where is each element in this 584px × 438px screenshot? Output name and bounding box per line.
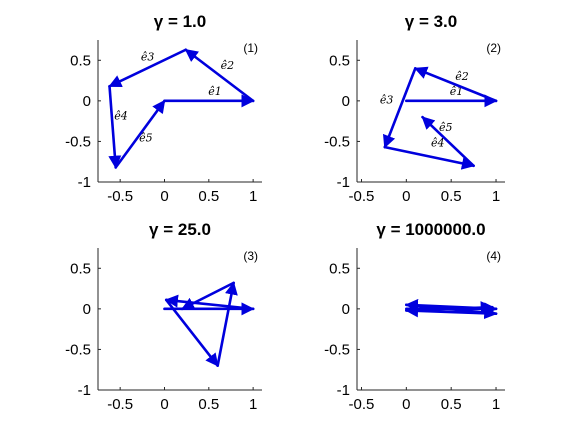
subplot-title: γ = 25.0 xyxy=(149,220,211,239)
y-tick-label: -1 xyxy=(337,174,350,191)
vector-label: ê5 xyxy=(139,131,153,144)
x-tick-label: -0.5 xyxy=(349,188,375,205)
vector-arrow-3 xyxy=(382,67,417,149)
vector-arrow-5 xyxy=(114,99,166,169)
x-tick-label: 0 xyxy=(160,396,168,413)
x-tick-label: -0.5 xyxy=(349,396,375,413)
x-tick-label: 1 xyxy=(249,188,257,205)
vector-label: ê1 xyxy=(450,85,464,98)
x-tick-label: 0 xyxy=(160,188,168,205)
y-tick-label: 0.5 xyxy=(329,260,350,277)
x-tick-label: 0.5 xyxy=(198,396,219,413)
vector-arrow-5 xyxy=(405,301,494,315)
vector-arrow-3 xyxy=(164,298,219,367)
x-tick-label: 1 xyxy=(492,188,500,205)
subplot-2: -0.5 0 0.5 1-1-0.500.5γ = 3.0(2)ê1ê2ê3ê… xyxy=(324,12,505,205)
panel-label: (1) xyxy=(243,41,258,55)
subplot-title: γ = 1000000.0 xyxy=(376,220,485,239)
y-tick-label: 0 xyxy=(83,93,91,110)
x-tick-label: 1 xyxy=(249,396,257,413)
subplot-4: -0.5 0 0.5 1-1-0.500.5γ = 1000000.0(4) xyxy=(324,220,505,413)
y-tick-label: -0.5 xyxy=(324,133,350,150)
subplot-3: -0.5 0 0.5 1 -1 -0.5 0 0.5 γ = 25.0 (3) xyxy=(65,220,262,413)
x-tick-label: 0 xyxy=(402,396,410,413)
y-tick-label: 0 xyxy=(83,301,91,318)
subplot-title: γ = 3.0 xyxy=(405,12,457,31)
vector-arrow-4 xyxy=(383,145,475,170)
vector-label: ê4 xyxy=(431,136,445,149)
x-tick-label: 0 xyxy=(402,188,410,205)
x-tick-label: -0.5 xyxy=(107,396,133,413)
x-tick-label: 1 xyxy=(492,396,500,413)
x-tick-label: 0.5 xyxy=(441,396,462,413)
subplot-title: γ = 1.0 xyxy=(154,12,206,31)
vector-arrow-4 xyxy=(108,84,122,169)
vector-arrow-2 xyxy=(184,48,255,103)
y-tick-label: -1 xyxy=(337,382,350,399)
y-tick-label: -1 xyxy=(78,174,91,191)
vector-label: ê3 xyxy=(141,50,155,63)
y-tick-label: 0.5 xyxy=(329,52,350,69)
vector-arrow-3 xyxy=(108,48,188,88)
vector-label: ê5 xyxy=(439,121,453,134)
y-tick-label: -0.5 xyxy=(65,341,91,358)
x-tick-label: 0.5 xyxy=(198,188,219,205)
panel-label: (3) xyxy=(243,249,258,263)
y-tick-label: 0.5 xyxy=(70,52,91,69)
y-tick-label: -1 xyxy=(78,382,91,399)
vector-label: ê1 xyxy=(208,85,222,98)
vector-label: ê2 xyxy=(455,70,469,83)
x-tick-label: 0.5 xyxy=(441,188,462,205)
vector-arrow-4 xyxy=(216,281,238,367)
y-tick-label: 0 xyxy=(342,93,350,110)
x-tick-label: -0.5 xyxy=(107,188,133,205)
vector-arrow-5 xyxy=(180,281,235,311)
y-tick-label: -0.5 xyxy=(324,341,350,358)
vector-label: ê2 xyxy=(221,59,235,72)
panel-label: (2) xyxy=(486,41,501,55)
vector-label: ê4 xyxy=(114,110,128,123)
subplot-1: -0.5 0 0.5 1 -1 -0.5 0 0.5 γ = 1.0 (1) ê1 ê2 ê3 ê… xyxy=(65,12,262,205)
vector-label: ê3 xyxy=(380,93,394,106)
y-tick-label: 0 xyxy=(342,301,350,318)
vector-arrow-2 xyxy=(164,294,255,311)
vector-arrow-2 xyxy=(414,66,498,103)
y-tick-label: -0.5 xyxy=(65,133,91,150)
y-tick-label: 0.5 xyxy=(70,260,91,277)
vector-arrow-5 xyxy=(421,115,475,168)
panel-label: (4) xyxy=(486,249,501,263)
